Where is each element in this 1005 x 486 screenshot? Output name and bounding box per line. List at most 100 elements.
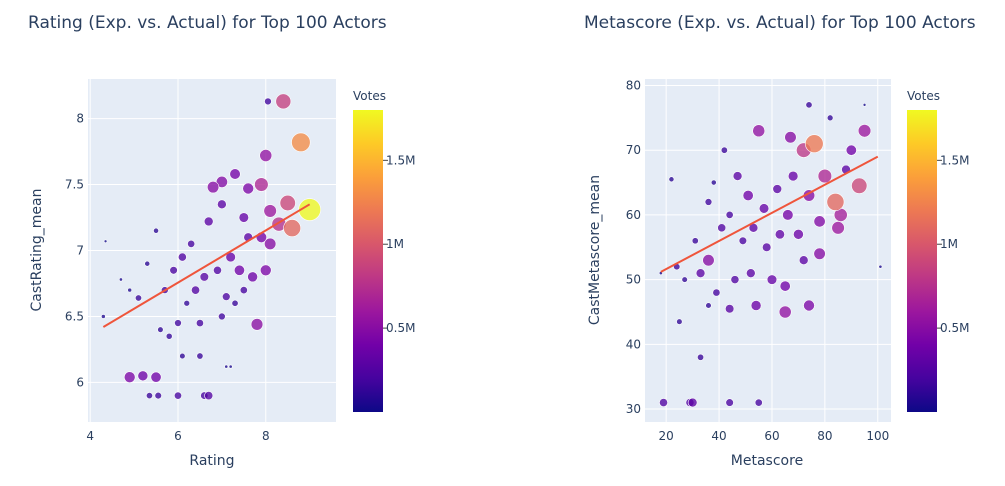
data-point — [676, 318, 683, 325]
x-tick-label: 40 — [711, 429, 726, 443]
data-point — [720, 146, 728, 154]
data-point — [750, 300, 762, 311]
data-point — [857, 124, 872, 138]
data-point — [725, 398, 734, 407]
data-point — [183, 300, 191, 307]
points-right — [658, 101, 883, 408]
y-tick-label: 60 — [626, 208, 641, 222]
data-point — [754, 398, 763, 407]
data-point — [233, 264, 245, 276]
data-point — [222, 292, 231, 301]
data-point — [758, 203, 770, 214]
colorbar-left — [353, 110, 383, 412]
data-point — [878, 264, 883, 269]
data-point — [845, 144, 857, 156]
data-point — [218, 312, 226, 321]
data-point — [742, 190, 754, 201]
x-axis-title-left: Rating — [189, 453, 234, 469]
data-point — [813, 247, 826, 260]
data-point — [805, 134, 824, 153]
x-tick-label: 4 — [86, 429, 94, 443]
data-point — [787, 170, 799, 182]
data-point — [137, 370, 149, 382]
data-point — [217, 199, 227, 210]
trendline-right — [660, 155, 879, 273]
data-point — [239, 286, 248, 295]
y-tick-label: 40 — [626, 337, 641, 351]
data-point — [738, 236, 748, 245]
colorbar-tick-label: 1.5M — [386, 153, 415, 167]
colorbar-tick-label: 0.5M — [940, 321, 969, 335]
data-point — [851, 177, 868, 194]
data-point — [862, 103, 867, 107]
data-point — [174, 391, 182, 400]
data-point — [704, 198, 713, 206]
colorbar-ticks-left: 0.5M 1M 1.5M — [383, 153, 415, 335]
colorbar-tick-label: 1.5M — [940, 153, 969, 167]
x-tick-label: 100 — [866, 429, 889, 443]
data-point — [687, 397, 698, 408]
ticks-right: 20 40 60 80 100 30 40 50 60 70 80 — [626, 78, 890, 443]
data-point — [259, 149, 273, 162]
data-point — [228, 364, 233, 369]
data-point — [772, 184, 783, 194]
data-point — [283, 219, 302, 237]
y-tick-label: 7 — [76, 244, 84, 258]
data-point — [229, 168, 241, 180]
data-point — [179, 352, 186, 360]
data-point — [826, 114, 834, 122]
points-left — [101, 93, 321, 401]
data-point — [247, 271, 258, 283]
data-point — [778, 305, 792, 319]
data-point — [717, 223, 727, 233]
data-point — [254, 177, 269, 192]
data-point — [206, 181, 220, 194]
trendline-left — [102, 203, 311, 328]
colorbar-right — [907, 110, 937, 412]
data-point — [798, 255, 809, 265]
data-point — [782, 209, 794, 221]
data-point — [705, 302, 712, 309]
x-tick-label: 20 — [659, 429, 674, 443]
data-point — [732, 171, 743, 181]
data-point — [157, 326, 164, 333]
data-point — [154, 391, 162, 400]
data-point — [710, 179, 717, 186]
data-point — [695, 268, 706, 278]
data-point — [762, 242, 772, 252]
chart-title-right: Metascore (Exp. vs. Actual) for Top 100 … — [584, 13, 976, 33]
data-point — [213, 265, 222, 275]
data-point — [195, 319, 204, 328]
colorbar-tick-label: 1M — [386, 237, 404, 251]
data-point — [231, 299, 239, 307]
data-point — [187, 239, 196, 248]
data-point — [238, 212, 249, 223]
data-point — [712, 288, 721, 297]
data-point — [224, 364, 229, 369]
data-point — [681, 276, 688, 283]
data-point — [697, 353, 705, 361]
data-point — [752, 124, 766, 138]
data-point — [691, 237, 699, 245]
y-tick-label: 7.5 — [65, 178, 84, 192]
data-point — [779, 280, 791, 292]
data-point — [766, 274, 778, 285]
data-point — [291, 132, 311, 152]
x-axis-title-right: Metascore — [731, 453, 803, 469]
colorbar-title-right: Votes — [907, 89, 940, 103]
x-tick-label: 6 — [174, 429, 182, 443]
x-tick-label: 80 — [817, 429, 832, 443]
data-point — [668, 176, 675, 183]
data-point — [746, 268, 756, 278]
data-point — [275, 93, 292, 110]
data-point — [177, 252, 187, 262]
x-tick-label: 8 — [262, 429, 270, 443]
data-point — [803, 299, 815, 312]
data-point — [264, 237, 277, 251]
data-point — [793, 228, 804, 240]
colorbar-tick-label: 0.5M — [386, 321, 415, 335]
y-tick-label: 30 — [626, 402, 641, 416]
data-point — [103, 239, 108, 244]
colorbar-tick-label: 1M — [940, 237, 958, 251]
